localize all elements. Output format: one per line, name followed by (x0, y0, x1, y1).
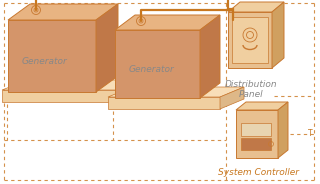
Polygon shape (228, 2, 284, 12)
Bar (241, 138, 271, 150)
Polygon shape (108, 87, 244, 97)
Bar (108, 97, 220, 109)
Polygon shape (200, 15, 220, 98)
Text: Distribution
Panel: Distribution Panel (225, 80, 277, 99)
Text: Generator: Generator (21, 56, 67, 66)
Bar (115, 30, 200, 98)
Bar (8, 20, 96, 92)
Circle shape (31, 6, 41, 15)
Polygon shape (115, 15, 220, 30)
Polygon shape (120, 80, 146, 102)
Polygon shape (278, 102, 288, 158)
Polygon shape (96, 4, 118, 92)
Bar (236, 110, 278, 158)
Circle shape (243, 28, 257, 42)
Polygon shape (272, 2, 284, 68)
Bar (228, 12, 272, 68)
Polygon shape (2, 80, 146, 90)
Text: T: T (308, 130, 312, 139)
Bar (2, 90, 120, 102)
Polygon shape (220, 87, 244, 109)
Polygon shape (236, 102, 288, 110)
Circle shape (137, 17, 146, 26)
Text: Generator: Generator (128, 65, 174, 73)
Bar (241, 123, 271, 136)
Polygon shape (8, 4, 118, 20)
Text: System Controller: System Controller (218, 168, 299, 177)
Bar (232, 17, 268, 63)
